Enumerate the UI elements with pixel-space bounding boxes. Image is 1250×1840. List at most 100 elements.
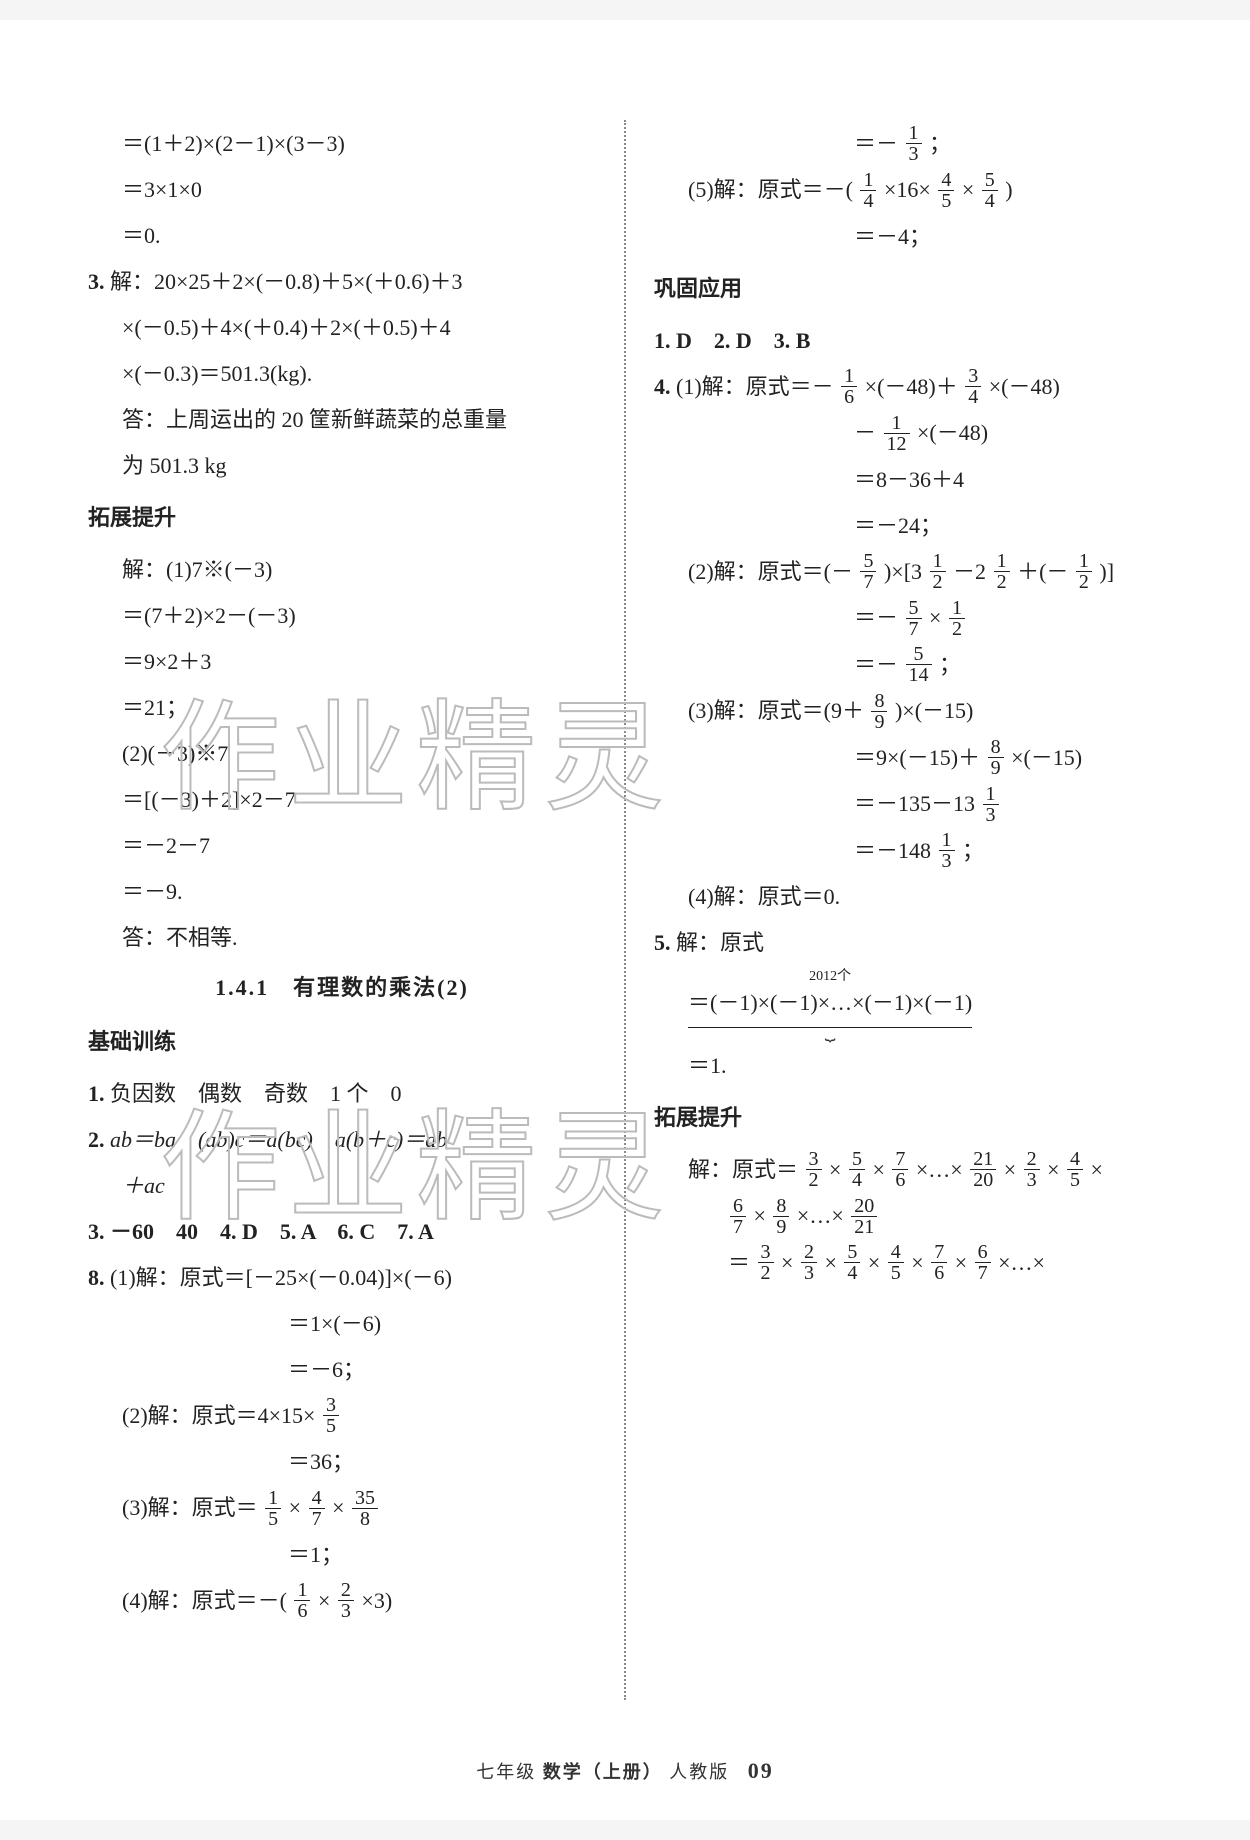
frac: 54 [844, 1242, 860, 1283]
footer-subject: 数学（上册） [543, 1762, 663, 1782]
frac: 89 [773, 1196, 789, 1237]
frac: 54 [849, 1149, 865, 1190]
g4-2-m3: ＋(－ [1017, 559, 1068, 584]
left-column: ＝(1＋2)×(2－1)×(3－3) ＝3×1×0 ＝0. 3. 解：20×25… [70, 120, 626, 1700]
g4-1-l2-pre: － [854, 420, 876, 445]
frac: 45 [888, 1242, 904, 1283]
l-q3-l3: ×(－0.3)＝501.3(kg). [88, 352, 596, 396]
r-sect-gongu: 巩固应用 [654, 267, 1162, 311]
g4-1-l3: ＝8－36＋4 [654, 458, 1162, 502]
g4-2-l2-m: × [929, 605, 941, 630]
l-q3-l1: 解：20×25＋2×(－0.8)＋5×(＋0.6)＋3 [110, 269, 463, 294]
l-b1-text: 负因数 偶数 奇数 1 个 0 [110, 1081, 402, 1106]
l-sect-basic: 基础训练 [88, 1020, 596, 1064]
r5-m1: ×16× [884, 177, 931, 202]
frac: 57 [906, 598, 922, 639]
frac: 89 [988, 737, 1004, 778]
g4-3-l4-pre: ＝－148 [854, 838, 931, 863]
g4-2-l3-post: ； [939, 652, 961, 677]
l-sect-ext: 拓展提升 [88, 496, 596, 540]
l-b8-3-r: ＝1； [88, 1533, 596, 1577]
x: × [868, 1250, 880, 1275]
frac: 34 [965, 366, 981, 407]
r5-post: ) [1005, 177, 1012, 202]
frac: 45 [938, 170, 954, 211]
l-q3-l5: 为 501.3 kg [88, 444, 596, 488]
g4-2-l2-pre: ＝－ [854, 605, 898, 630]
r-ext-l3-pre: ＝ [728, 1250, 750, 1275]
frac: 15 [265, 1488, 281, 1529]
frac: 76 [892, 1149, 908, 1190]
l-b8-1-l3: ＝－6； [88, 1348, 596, 1392]
l-b2-l1: ab＝ba (ab)c＝a(bc) a(b＋c)＝ab [110, 1127, 447, 1152]
l-ext-6: ＝[(－3)＋2]×2－7 [88, 778, 596, 822]
frac: 12 [994, 551, 1010, 592]
r-5: (5)解：原式＝－( 14 ×16× 45 × 54 ) [654, 168, 1162, 212]
l-b8-2-pre: (2)解：原式＝4×15× [122, 1403, 315, 1428]
g4-2-m2: －2 [953, 559, 986, 584]
x: × [1091, 1157, 1103, 1182]
l-b8-4-post: ×3) [361, 1588, 392, 1613]
g4-3-l2-post: ×(－15) [1011, 745, 1082, 770]
l-b1: 1. 负因数 偶数 奇数 1 个 0 [88, 1072, 596, 1116]
frac: 12 [1076, 551, 1092, 592]
l-b8-1-row: 8. (1)解：原式＝[－25×(－0.04)]×(－6) [88, 1256, 596, 1300]
l-ext-4: ＝21； [88, 686, 596, 730]
x: × [1047, 1157, 1059, 1182]
g4-3-l4-post: ； [962, 838, 984, 863]
x: × [332, 1495, 344, 1520]
x: × [289, 1495, 301, 1520]
frac: 54 [982, 170, 998, 211]
g4-3: (3)解：原式＝(9＋ 89 )×(－15) [654, 689, 1162, 733]
frac: 16 [294, 1580, 310, 1621]
g4-1-m2: ×(－48) [989, 374, 1060, 399]
x: × [824, 1250, 836, 1275]
x: × [1004, 1157, 1016, 1182]
g4-1-pre: (1)解：原式＝－ [676, 374, 834, 399]
frac: 45 [1067, 1149, 1083, 1190]
l-b8-4: (4)解：原式＝－( 16 × 23 ×3) [88, 1579, 596, 1623]
g4-3-l4: ＝－148 13 ； [654, 829, 1162, 873]
l-ext-1: 解：(1)7※(－3) [88, 548, 596, 592]
frac: 47 [309, 1488, 325, 1529]
page: 作业精灵 作业精灵 ＝(1＋2)×(2－1)×(3－3) ＝3×1×0 ＝0. … [0, 20, 1250, 1820]
l-b2-l2: ＋ac [88, 1164, 596, 1208]
g4-2: (2)解：原式＝(－ 57 )×[3 12 －2 12 ＋(－ 12 )] [654, 550, 1162, 594]
l-q3-row: 3. 解：20×25＋2×(－0.8)＋5×(＋0.6)＋3 [88, 260, 596, 304]
g4-1-m1: ×(－48)＋ [865, 374, 958, 399]
g5-label: 5. [654, 930, 671, 955]
x: × [318, 1588, 330, 1613]
l-b8-4-pre: (4)解：原式＝－( [122, 1588, 287, 1613]
l-b8-3: (3)解：原式＝ 15 × 47 × 358 [88, 1486, 596, 1530]
g4-3-l2-pre: ＝9×(－15)＋ [854, 745, 980, 770]
g5-expr: 2012个 ＝(－1)×(－1)×…×(－1)×(－1) [654, 967, 1162, 1028]
x: × [829, 1157, 841, 1182]
r-top: ＝－ 13 ； [654, 122, 1162, 166]
l-ext-7: ＝－2－7 [88, 824, 596, 868]
g4-label: 4. [654, 374, 671, 399]
xdots: ×…× [998, 1250, 1045, 1275]
r-g4-1: 4. (1)解：原式＝－ 16 ×(－48)＋ 34 ×(－48) [654, 365, 1162, 409]
columns: ＝(1＋2)×(2－1)×(3－3) ＝3×1×0 ＝0. 3. 解：20×25… [70, 120, 1180, 1700]
frac: 57 [860, 551, 876, 592]
footer-grade: 七年级 [476, 1762, 536, 1782]
frac: 76 [931, 1242, 947, 1283]
r5-pre: (5)解：原式＝－( [688, 177, 853, 202]
r-choice: 1. D 2. D 3. B [654, 319, 1162, 363]
l-b8-3-pre: (3)解：原式＝ [122, 1495, 258, 1520]
l-ext-2: ＝(7＋2)×2－(－3) [88, 594, 596, 638]
footer-page: 09 [748, 1758, 774, 1783]
l-top-1: ＝(1＋2)×(2－1)×(3－3) [88, 122, 596, 166]
frac: 2120 [970, 1149, 996, 1190]
frac: 514 [906, 644, 932, 685]
l-q3-label: 3. [88, 269, 105, 294]
l-ext-5: (2)(－3)※7 [88, 732, 596, 776]
frac: 12 [949, 598, 965, 639]
g4-3-m: )×(－15) [895, 698, 973, 723]
r-top-pre: ＝－ [854, 131, 898, 156]
r-ext-l3: ＝ 32 × 23 × 54 × 45 × 76 × 67 ×…× [654, 1241, 1162, 1285]
g4-3-l2: ＝9×(－15)＋ 89 ×(－15) [654, 736, 1162, 780]
frac: 13 [983, 784, 999, 825]
l-b3-text: 3. －60 40 4. D 5. A 6. C 7. A [88, 1219, 434, 1244]
r5-m2: × [962, 177, 974, 202]
